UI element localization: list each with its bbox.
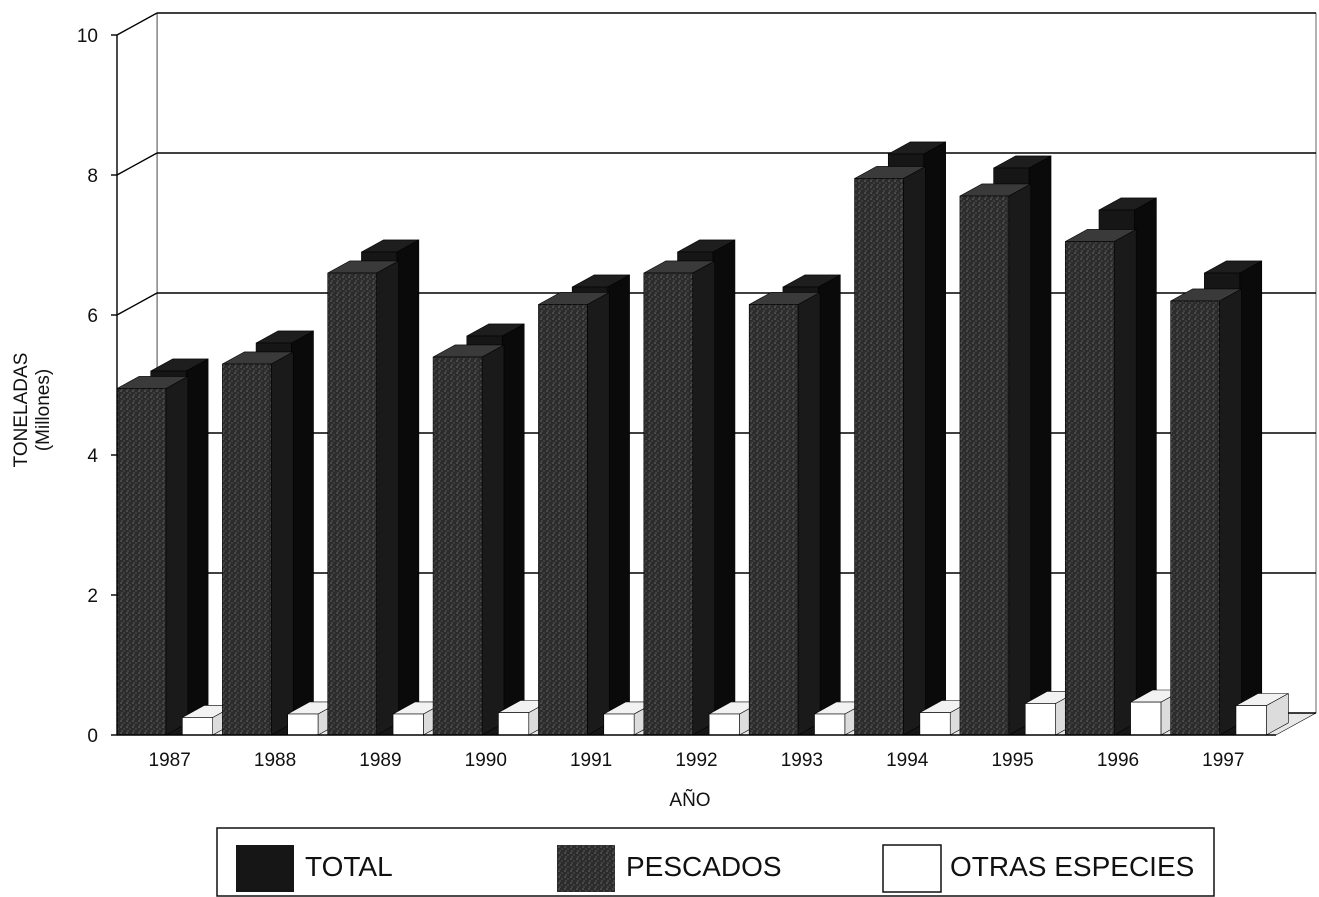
bar-otras-1992-face xyxy=(708,713,740,736)
bar-pescados-1997-face xyxy=(1170,300,1220,736)
bar-otras-1993-face xyxy=(814,713,846,736)
bar-total-1987-side xyxy=(185,358,209,736)
bar-pescados-1990-side xyxy=(481,344,505,736)
bar-pescados-1989 xyxy=(327,260,399,736)
bar-pescados-1991 xyxy=(538,291,610,736)
y-tick-label: 6 xyxy=(87,306,98,327)
bar-otras-1989-face xyxy=(392,713,424,736)
x-tick-label: 1991 xyxy=(570,750,612,771)
bar-pescados-1991-face xyxy=(538,304,588,736)
legend-swatch-otras xyxy=(882,844,942,893)
bar-pescados-1990-face xyxy=(432,356,483,736)
bar-pescados-1988-side xyxy=(270,351,294,736)
gridline-side xyxy=(116,12,158,36)
bar-otras-1987-face xyxy=(182,717,213,736)
bar-pescados-1994-face xyxy=(854,178,904,736)
bars-layer xyxy=(116,141,1289,736)
bar-pescados-1997 xyxy=(1170,288,1242,736)
x-tick-label: 1994 xyxy=(886,750,929,771)
bar-pescados-1990 xyxy=(432,344,505,736)
bar-pescados-1989-side xyxy=(376,260,399,736)
bar-pescados-1989-face xyxy=(327,272,377,736)
bar-total-1992-side xyxy=(712,239,736,736)
x-tick-label: 1996 xyxy=(1097,750,1139,771)
bar-pescados-1994-side xyxy=(903,165,926,736)
bar-pescados-1992-side xyxy=(692,260,716,736)
bar-total-1990-side xyxy=(501,323,525,736)
bar-pescados-1996-side xyxy=(1113,228,1137,736)
legend-label-pescados: PESCADOS xyxy=(626,851,782,882)
bar-pescados-1991-side xyxy=(587,291,610,736)
legend-swatch-total xyxy=(236,845,294,892)
x-tick-label: 1990 xyxy=(465,750,507,771)
x-tick-label: 1993 xyxy=(781,750,823,771)
bar-otras-1990-face xyxy=(498,712,530,736)
bar-otras-1993 xyxy=(814,701,868,736)
bar-total-1989-side xyxy=(396,239,420,736)
bar-otras-1988-face xyxy=(287,713,319,736)
legend-label-otras: OTRAS ESPECIES xyxy=(950,851,1194,882)
y-axis-title: TONELADAS xyxy=(11,353,32,468)
x-tick-label: 1989 xyxy=(359,750,401,771)
bar-pescados-1993 xyxy=(748,291,821,736)
x-axis-title: AÑO xyxy=(669,789,710,811)
gridline-side xyxy=(116,152,158,176)
x-tick-label: 1988 xyxy=(254,750,296,771)
bar-total-1988-side xyxy=(291,330,314,736)
bar-pescados-1995-face xyxy=(959,195,1010,736)
bar-pescados-1996 xyxy=(1064,228,1137,736)
gridline-side xyxy=(116,292,158,316)
bar-pescados-1987-side xyxy=(165,375,189,736)
bar-pescados-1993-face xyxy=(748,304,799,736)
bar-pescados-1987-face xyxy=(116,388,167,736)
bar-pescados-1992-face xyxy=(643,272,694,736)
x-tick-label: 1987 xyxy=(149,750,191,771)
x-tick-label: 1992 xyxy=(675,750,717,771)
bar-total-1995-side xyxy=(1028,155,1052,736)
x-tick-label: 1995 xyxy=(991,750,1033,771)
legend-label-total: TOTAL xyxy=(305,851,393,882)
bar-pescados-1995-side xyxy=(1008,183,1032,736)
bar-total-1993-side xyxy=(818,274,841,736)
axis-layer: TONELADAS (Millones) AÑO 0 2 4 6 8 10 1987 1988… xyxy=(11,26,1276,811)
legend: TOTAL PESCADOS OTRAS ESPECIES xyxy=(216,827,1215,897)
legend-frame xyxy=(216,827,1215,897)
bar-otras-1995-face xyxy=(1024,703,1056,736)
bar-pescados-1988-face xyxy=(222,363,272,736)
bar-total-1996-side xyxy=(1134,197,1157,736)
bar-pescados-1994 xyxy=(854,165,926,736)
legend-swatch-pescados xyxy=(557,845,615,892)
bar-total-1994-side xyxy=(923,141,946,736)
bar-pescados-1997-side xyxy=(1219,288,1242,736)
y-tick-label: 4 xyxy=(87,446,98,467)
bar-pescados-1987 xyxy=(116,375,189,736)
y-tick-label: 0 xyxy=(87,726,98,747)
bar-total-1991-side xyxy=(607,274,630,736)
bar-pescados-1996-face xyxy=(1064,241,1115,736)
y-axis-unit: (Millones) xyxy=(33,369,54,451)
y-tick-label: 8 xyxy=(87,166,98,187)
bar-otras-1997-face xyxy=(1235,705,1267,736)
x-tick-label: 1997 xyxy=(1202,750,1244,771)
y-tick-label: 2 xyxy=(87,586,98,607)
bar-otras-1994-face xyxy=(919,712,951,736)
bar-pescados-1995 xyxy=(959,183,1032,736)
bar-total-1997-side xyxy=(1239,260,1263,736)
y-tick-label: 10 xyxy=(77,26,98,47)
bar-otras-1996-face xyxy=(1130,701,1162,736)
bar-pescados-1992 xyxy=(643,260,716,736)
bar-pescados-1988 xyxy=(222,351,294,736)
bar-otras-1991-face xyxy=(603,713,635,736)
bar-pescados-1993-side xyxy=(797,291,821,736)
bar-otras-1997 xyxy=(1235,692,1289,736)
